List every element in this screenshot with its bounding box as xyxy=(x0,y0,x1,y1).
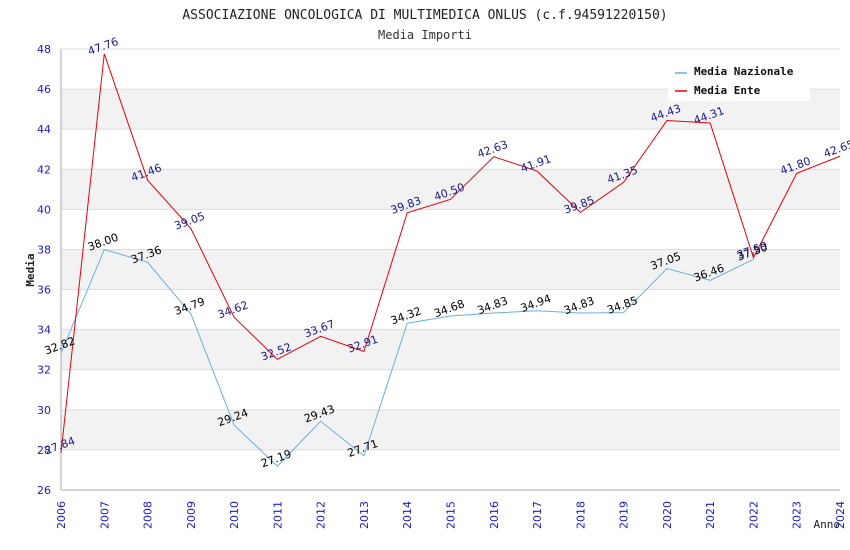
y-tick-labels: 26 28 30 32 34 36 38 40 42 44 46 48 xyxy=(37,43,51,497)
x-tick-label: 2016 xyxy=(488,501,501,529)
series-line-ente xyxy=(60,53,841,454)
data-label: 47.76 xyxy=(86,35,120,58)
y-tick-label: 38 xyxy=(37,243,51,256)
axes xyxy=(60,49,840,491)
legend: Media Nazionale Media Ente xyxy=(668,60,810,101)
chart-subtitle: Media Importi xyxy=(378,28,472,42)
y-tick-label: 44 xyxy=(37,123,51,136)
data-label: 34.32 xyxy=(389,304,423,327)
x-tick-label: 2008 xyxy=(142,501,155,529)
y-tick-label: 34 xyxy=(37,324,51,337)
data-label: 42.65 xyxy=(822,137,850,160)
x-tick-label: 2019 xyxy=(618,501,631,529)
x-tick-labels: 2006 2007 2008 2009 2010 2011 2012 2013 2014 2015… xyxy=(55,501,847,529)
x-tick-label: 2020 xyxy=(661,501,674,529)
series-lines xyxy=(60,53,841,467)
y-tick-label: 30 xyxy=(37,404,51,417)
x-axis-label: Anno xyxy=(814,518,841,531)
y-tick-label: 36 xyxy=(37,284,51,297)
x-tick-label: 2018 xyxy=(574,501,587,529)
y-tick-label: 48 xyxy=(37,43,51,56)
plot-band xyxy=(61,249,840,290)
y-tick-label: 46 xyxy=(37,83,51,96)
x-tick-label: 2014 xyxy=(401,501,414,529)
y-tick-label: 40 xyxy=(37,203,51,216)
data-label: 27.19 xyxy=(259,447,293,470)
plot-band xyxy=(61,329,840,370)
x-tick-label: 2023 xyxy=(791,501,804,529)
data-label: 34.68 xyxy=(432,297,466,320)
legend-label-ente: Media Ente xyxy=(694,84,761,97)
data-label: 27.84 xyxy=(43,434,77,457)
plot-band xyxy=(61,169,840,210)
plot-band xyxy=(61,409,840,450)
plot-bands xyxy=(61,89,840,450)
x-tick-label: 2015 xyxy=(445,501,458,529)
series-line-nazionale xyxy=(60,248,754,467)
data-label: 34.83 xyxy=(476,294,510,317)
legend-label-nazionale: Media Nazionale xyxy=(694,65,794,78)
data-label: 34.62 xyxy=(216,298,250,321)
x-tick-label: 2012 xyxy=(315,501,328,529)
x-tick-label: 2022 xyxy=(747,501,760,529)
chart-title: ASSOCIAZIONE ONCOLOGICA DI MULTIMEDICA O… xyxy=(182,8,667,23)
x-tick-label: 2006 xyxy=(55,501,68,529)
gridlines xyxy=(61,48,840,491)
y-tick-label: 26 xyxy=(37,484,51,497)
x-tick-label: 2010 xyxy=(228,501,241,529)
x-tick-label: 2021 xyxy=(704,501,717,529)
y-tick-label: 32 xyxy=(37,364,51,377)
data-label: 34.83 xyxy=(562,294,596,317)
x-tick-label: 2013 xyxy=(358,501,371,529)
x-tick-label: 2011 xyxy=(271,501,284,529)
x-tick-label: 2024 xyxy=(834,501,847,529)
y-axis-label: Media xyxy=(24,253,37,286)
x-tick-label: 2007 xyxy=(98,501,111,529)
x-tick-label: 2017 xyxy=(531,501,544,529)
y-tick-label: 28 xyxy=(37,444,51,457)
legend-box xyxy=(668,60,810,101)
data-label: 34.85 xyxy=(605,294,639,317)
y-tick-label: 42 xyxy=(37,163,51,176)
x-tick-label: 2009 xyxy=(185,501,198,529)
